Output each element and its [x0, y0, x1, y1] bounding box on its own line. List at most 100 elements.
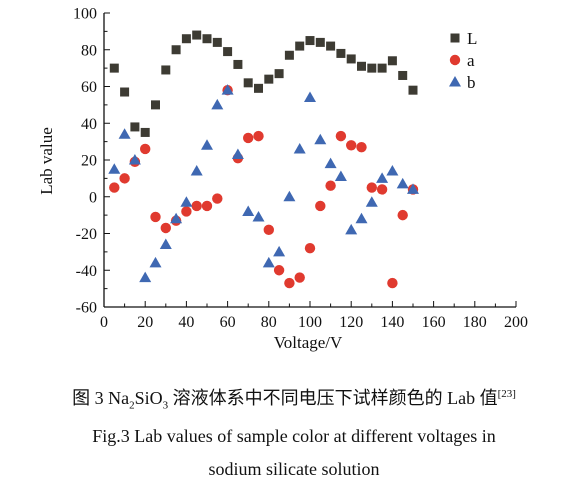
caption-zh-sub-2: 2: [129, 399, 135, 412]
x-tick-label: 140: [380, 314, 404, 331]
y-tick-label: -60: [76, 300, 97, 317]
y-tick-label: 0: [89, 189, 97, 206]
y-tick-label: 80: [81, 42, 97, 59]
legend-marker-a: [449, 54, 461, 66]
point-L: [387, 56, 397, 66]
data-points: [108, 30, 419, 289]
point-b: [355, 212, 368, 224]
point-L: [254, 83, 263, 93]
point-b: [376, 172, 389, 183]
y-tick-label: 60: [81, 79, 97, 96]
point-b: [201, 139, 213, 150]
y-axis-label: Lab value: [37, 127, 56, 195]
point-b: [304, 91, 316, 103]
legend-label-a: a: [467, 51, 475, 70]
point-L: [161, 65, 171, 75]
point-b: [314, 133, 327, 145]
caption-english-line-1: Fig.3 Lab values of sample color at diff…: [92, 426, 496, 446]
point-b: [108, 163, 121, 174]
point-b: [293, 142, 306, 154]
point-L: [212, 37, 222, 47]
point-a: [325, 180, 336, 191]
point-a: [366, 182, 377, 193]
point-b: [242, 205, 255, 216]
y-tick-label: -40: [76, 263, 97, 280]
chart: 0 20 40 60 80 100 120 140 160 180 200 -60 -40 -20 0 20 4…: [37, 6, 528, 353]
legend-marker-L: [450, 33, 460, 43]
point-L: [130, 122, 140, 132]
point-a: [387, 277, 398, 289]
point-b: [221, 84, 234, 95]
point-b: [170, 212, 183, 224]
point-b: [345, 223, 358, 235]
point-L: [336, 48, 346, 58]
point-b: [386, 165, 399, 176]
point-b: [407, 183, 419, 194]
point-L: [181, 34, 191, 44]
x-axis-label: Voltage/V: [274, 333, 343, 352]
point-a: [191, 200, 202, 212]
caption-zh-reference: [23]: [497, 388, 516, 400]
point-a: [346, 140, 357, 151]
point-L: [243, 78, 253, 88]
point-a: [273, 265, 285, 276]
point-L: [357, 61, 366, 71]
axes: [103, 12, 517, 308]
point-L: [305, 36, 315, 46]
point-L: [398, 70, 408, 80]
y-tick-label: -20: [76, 226, 97, 243]
point-L: [202, 34, 212, 44]
point-b: [252, 210, 265, 222]
point-b: [334, 170, 347, 182]
point-a: [397, 209, 408, 221]
point-L: [109, 63, 119, 73]
caption-zh-text: 溶液体系中不同电压下试样颜色的 Lab 值: [168, 388, 498, 408]
point-L: [233, 59, 243, 69]
point-b: [128, 154, 141, 165]
point-L: [326, 41, 336, 51]
point-a: [243, 132, 254, 144]
point-a: [150, 211, 161, 223]
point-b: [396, 177, 409, 189]
point-a: [335, 130, 347, 142]
point-L: [408, 85, 418, 95]
point-L: [377, 63, 387, 73]
point-a: [304, 243, 316, 254]
point-b: [231, 148, 244, 159]
point-a: [119, 173, 130, 184]
point-L: [151, 100, 160, 110]
caption-zh-sub-3: 3: [162, 399, 169, 412]
point-b: [211, 98, 224, 110]
point-L: [346, 54, 356, 64]
tick-labels: 0 20 40 60 80 100 120 140 160 180 200 -60 -40 -20 0 20 4…: [73, 6, 528, 332]
point-a: [253, 130, 264, 142]
point-a: [160, 222, 171, 234]
point-L: [274, 69, 284, 79]
point-b: [190, 165, 203, 176]
point-b: [159, 238, 172, 250]
caption-zh-prefix: 图 3 Na: [72, 388, 130, 408]
point-b: [118, 128, 131, 139]
x-tick-label: 180: [463, 314, 487, 331]
x-tick-label: 0: [100, 314, 108, 331]
point-L: [315, 37, 325, 47]
y-tick-label: 40: [81, 116, 97, 133]
point-L: [223, 47, 233, 57]
point-a: [212, 193, 223, 204]
point-L: [120, 87, 130, 97]
caption-english-line-2: sodium silicate solution: [208, 459, 380, 479]
point-a: [181, 206, 192, 217]
point-b: [283, 190, 296, 202]
point-L: [295, 41, 305, 51]
point-a: [201, 200, 213, 212]
point-b: [365, 196, 378, 207]
x-tick-label: 40: [178, 314, 194, 331]
caption-zh-sio: SiO: [134, 388, 163, 408]
point-a: [294, 272, 305, 283]
point-b: [180, 196, 193, 207]
x-tick-label: 200: [504, 314, 528, 331]
x-tick-label: 160: [422, 314, 446, 331]
legend-label-b: b: [467, 73, 476, 92]
legend-marker-b: [449, 76, 461, 87]
point-b: [149, 256, 162, 268]
